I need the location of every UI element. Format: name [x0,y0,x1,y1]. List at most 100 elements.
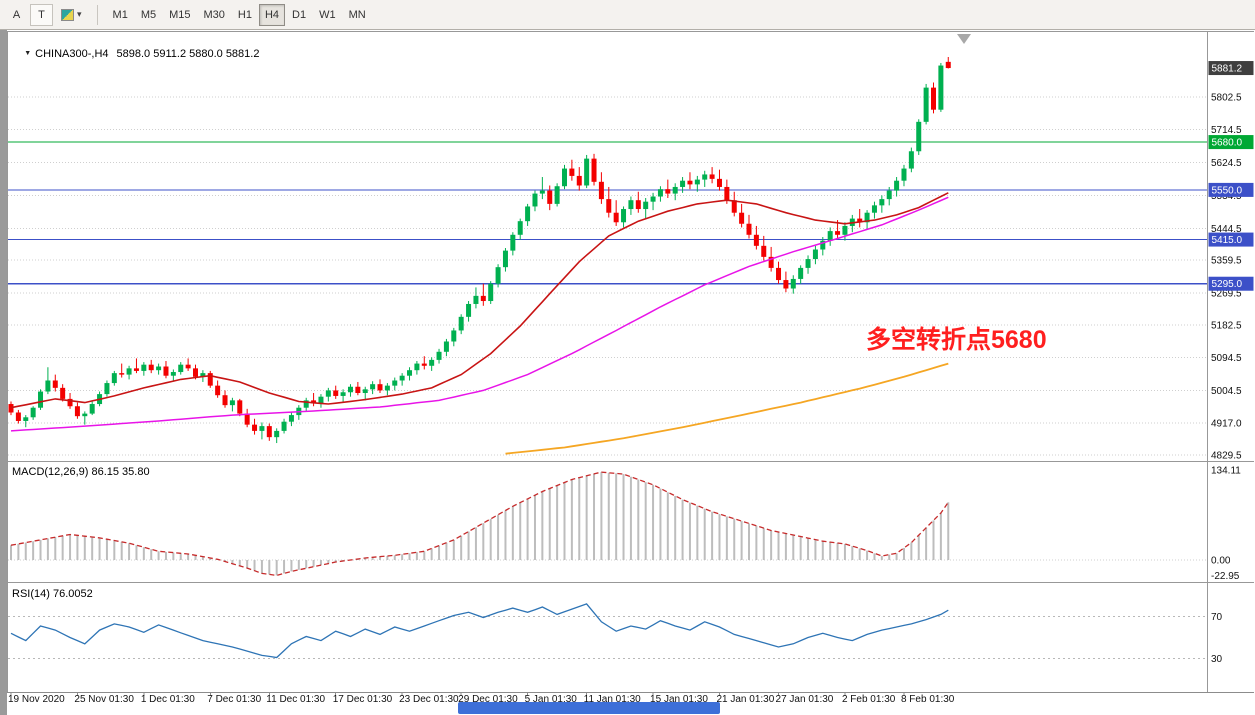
candle-body [325,390,331,397]
candle-body [576,175,582,186]
candle-body [820,240,826,250]
candle-body [857,218,863,223]
candle-body [886,190,892,200]
cursor-tool-button[interactable]: A [5,4,28,26]
candle-body [694,179,700,185]
candle-body [768,256,774,268]
candle-body [45,380,51,392]
candle-body [628,200,634,210]
candle-body [281,421,287,431]
candle-body [111,373,117,384]
candle-body [303,400,309,408]
candle-body [60,387,66,399]
candle-body [635,200,641,210]
candle-body [259,426,265,431]
candle-body [672,186,678,194]
time-axis-label: 1 Dec 01:30 [141,694,195,705]
candle-body [170,372,176,376]
candle-body [945,61,951,69]
timeframe-button-m15[interactable]: M15 [163,4,196,26]
candle-body [657,189,663,197]
time-axis-label: 21 Jan 01:30 [716,694,774,705]
timeframe-button-m5[interactable]: M5 [135,4,162,26]
candle-body [384,385,390,391]
time-axis-label: 2 Feb 01:30 [842,694,896,705]
price-axis-label: 4829.5 [1211,450,1242,461]
candle-body [355,386,361,394]
candle-body [731,200,737,213]
timeframe-button-h4[interactable]: H4 [258,3,286,26]
candle-body [193,368,198,377]
candle-body [89,404,95,414]
time-axis-label: 19 Nov 2020 [8,694,65,705]
timeframe-button-h1[interactable]: H1 [232,4,258,26]
time-axis-label: 8 Feb 01:30 [901,694,955,705]
timeframe-button-m30[interactable]: M30 [198,4,231,26]
price-badge [1208,61,1254,76]
candle-body [148,364,154,371]
candle-body [480,295,486,302]
candle-body [584,158,590,186]
candle-body [185,364,191,369]
candle-body [702,174,708,180]
price-badge-label: 5295.0 [1212,279,1243,290]
timeframe-button-mn[interactable]: MN [343,4,372,26]
candle-body [104,383,110,395]
candle-body [333,390,339,396]
candle-body [436,351,442,360]
candle-body [318,396,324,404]
rsi-level-label: 70 [1211,612,1223,623]
candle-body [569,168,575,176]
candle-body [141,364,147,371]
candle-body [377,384,383,391]
candle-body [38,391,44,408]
candle-body [67,398,73,407]
candle-body [119,373,125,375]
timeframe-button-m1[interactable]: M1 [107,4,134,26]
candle-body [606,199,612,213]
candle-body [163,366,169,376]
candle-body [790,278,796,289]
candle-body [30,407,36,418]
macd-panel: 134.11 0.00 -22.95 [8,465,1241,582]
candle-body [244,413,250,425]
time-axis-label: 27 Jan 01:30 [776,694,834,705]
rsi-indicator-label: RSI(14) 76.0052 [12,588,93,600]
candle-body [392,380,398,386]
candle-body [23,417,29,421]
indicator-palette-dropdown[interactable]: ▾ [55,4,88,26]
candle-body [827,231,833,241]
rsi-panel: 70 30 [8,603,1223,665]
candle-body [709,174,715,179]
time-axis[interactable]: 19 Nov 2020 25 Nov 01:30 1 Dec 01:30 7 Dec … [8,692,955,705]
candle-body [82,413,88,417]
panel-borders [7,31,1254,693]
candle-body [532,193,538,207]
candle-body [761,245,767,257]
macd-axis-label: 0.00 [1211,556,1231,567]
top-toolbar: A T ▾ M1 M5 M15 M30 H1 H4 D1 W1 MN [0,0,1255,30]
candle-body [451,330,457,342]
candle-body [680,180,686,187]
candle-body [207,373,213,386]
price-badge-label: 5680.0 [1212,138,1243,149]
candle-body [798,267,804,279]
candles-layer [8,57,951,444]
candle-body [237,400,243,414]
text-tool-button[interactable]: T [30,3,53,26]
macd-axis-label: -22.95 [1211,571,1240,582]
timeframe-button-d1[interactable]: D1 [286,4,312,26]
candle-body [362,389,368,394]
timeframe-button-w1[interactable]: W1 [313,4,342,26]
candle-body [539,190,545,194]
macd-signal-line [10,471,949,577]
time-axis-label: 23 Dec 01:30 [399,694,459,705]
candle-body [340,392,346,396]
candle-body [458,316,464,331]
palette-icon [61,8,74,21]
candle-body [200,373,206,377]
candle-body [931,87,936,110]
candle-body [473,295,479,304]
candle-body [429,359,435,366]
